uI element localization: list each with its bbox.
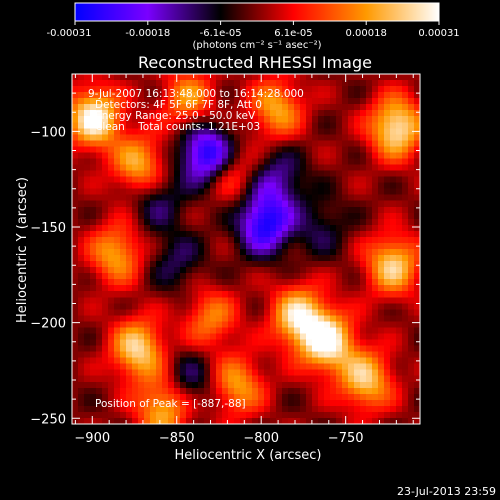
annotation-energy: Energy Range: 25.0 - 50.0 keV (95, 110, 256, 122)
annotation-time: 9-Jul-2007 16:13:48.000 to 16:14:28.000 (88, 88, 304, 100)
annotation-peak: Position of Peak = [-887,-88] (95, 398, 246, 410)
annotation-method: Clean Total counts: 1.21E+03 (95, 121, 260, 133)
x-tick-label: −800 (243, 431, 279, 446)
x-tick-label: −850 (159, 431, 195, 446)
plot-frame (71, 73, 421, 425)
chart-title: Reconstructed RHESSI Image (138, 53, 372, 72)
annotation-detectors: Detectors: 4F 5F 6F 7F 8F, Att 0 (95, 99, 262, 111)
colorbar-tick-label: -6.1e-05 (200, 28, 242, 39)
y-tick-label: −200 (30, 317, 66, 332)
colorbar-tick-label: 0.00031 (418, 28, 459, 39)
annotation-block: 9-Jul-2007 16:13:48.000 to 16:14:28.000 … (88, 88, 304, 410)
heatmap-plot: −900 −850 −800 −750 −100 −150 −200 −250 (30, 73, 421, 446)
x-tick-label: −750 (328, 431, 364, 446)
colorbar: -0.00031 -0.00018 -6.1e-05 6.1e-05 0.00018 0.… (47, 2, 460, 51)
y-tick-label: −150 (30, 221, 66, 236)
axes: −900 −850 −800 −750 −100 −150 −200 −250 (30, 73, 420, 446)
colorbar-gradient (74, 2, 440, 22)
y-tick-label: −100 (30, 125, 66, 140)
colorbar-ticks: -0.00031 -0.00018 -6.1e-05 6.1e-05 0.00018 0.… (47, 21, 460, 39)
colorbar-unit-label: (photons cm⁻² s⁻¹ asec⁻²) (192, 40, 321, 51)
colorbar-tick-label: -0.00031 (47, 28, 92, 39)
x-axis-label: Heliocentric X (arcsec) (175, 448, 322, 463)
y-tick-label: −250 (30, 412, 66, 427)
y-axis-label: Heliocentric Y (arcsec) (15, 177, 30, 323)
colorbar-tick-label: 6.1e-05 (274, 28, 312, 39)
colorbar-tick-label: -0.00018 (125, 28, 170, 39)
heatmap-image (72, 74, 420, 424)
colorbar-tick-label: 0.00018 (346, 28, 387, 39)
x-tick-label: −900 (74, 431, 110, 446)
footer-timestamp: 23-Jul-2013 23:59 (397, 485, 496, 498)
